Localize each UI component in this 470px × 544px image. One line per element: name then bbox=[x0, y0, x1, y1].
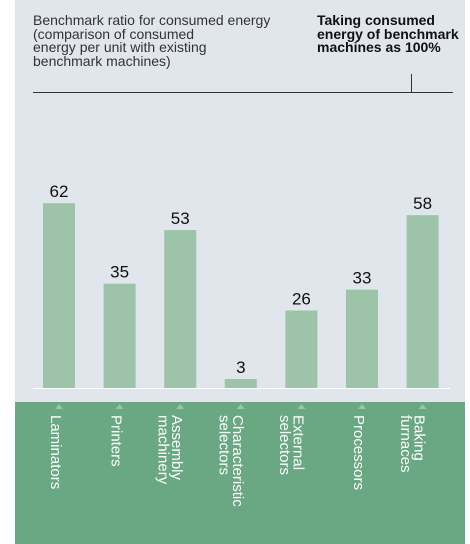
category-label-line: machinery bbox=[155, 415, 172, 485]
plot-background bbox=[15, 0, 465, 402]
category-label: Externalselectors bbox=[276, 415, 307, 475]
bar-value-label: 33 bbox=[353, 269, 372, 288]
category-label-line: selectors bbox=[215, 415, 232, 475]
bar bbox=[406, 215, 439, 388]
bar bbox=[224, 379, 257, 388]
bar bbox=[346, 289, 378, 388]
bar-value-label: 35 bbox=[110, 263, 129, 282]
category-marker bbox=[55, 404, 63, 409]
bar-value-label: 58 bbox=[413, 194, 432, 213]
bar-value-label: 26 bbox=[292, 290, 311, 309]
category-label: Bakingfurnaces bbox=[397, 415, 428, 473]
category-label-text: Assemblymachinery bbox=[155, 415, 186, 485]
chart-note: Taking consumed energy of benchmark mach… bbox=[317, 12, 459, 55]
bar bbox=[43, 203, 75, 388]
category-label-line: Processors bbox=[350, 415, 367, 490]
category-marker bbox=[418, 404, 427, 409]
bar bbox=[285, 310, 318, 388]
bar bbox=[103, 283, 136, 388]
category-label-text: Laminators bbox=[47, 415, 64, 489]
category-label-line: selectors bbox=[276, 415, 293, 475]
bar-value-label: 3 bbox=[236, 358, 245, 377]
category-marker bbox=[115, 404, 124, 409]
category-label-line: Laminators bbox=[47, 415, 64, 489]
category-marker bbox=[176, 404, 185, 409]
category-band bbox=[15, 402, 465, 544]
category-label-line: Characteristic bbox=[229, 415, 246, 507]
header-tick bbox=[411, 74, 412, 92]
category-label-line: Baking bbox=[411, 415, 428, 461]
category-marker bbox=[297, 404, 306, 409]
bar-value-label: 62 bbox=[50, 182, 69, 201]
category-label-text: Bakingfurnaces bbox=[397, 415, 428, 473]
bar bbox=[164, 230, 197, 388]
bar-value-label: 53 bbox=[171, 209, 190, 228]
category-marker bbox=[236, 404, 245, 409]
category-label: Laminators bbox=[47, 415, 64, 489]
category-marker bbox=[358, 404, 366, 409]
category-label-line: Assembly bbox=[168, 415, 185, 481]
category-label: Printers bbox=[108, 415, 125, 467]
category-label-line: External bbox=[289, 415, 306, 470]
category-label-line: furnaces bbox=[397, 415, 414, 473]
category-label: Characteristicselectors bbox=[215, 415, 246, 507]
category-label-text: Characteristicselectors bbox=[215, 415, 246, 507]
category-label-text: Externalselectors bbox=[276, 415, 307, 475]
category-label-text: Processors bbox=[350, 415, 367, 490]
category-label: Assemblymachinery bbox=[155, 415, 186, 485]
category-label-line: Printers bbox=[108, 415, 125, 467]
category-label-text: Printers bbox=[108, 415, 125, 467]
chart-title: Benchmark ratio for consumed energy (com… bbox=[33, 12, 271, 69]
header-rule bbox=[33, 92, 453, 93]
category-label: Processors bbox=[350, 415, 367, 490]
